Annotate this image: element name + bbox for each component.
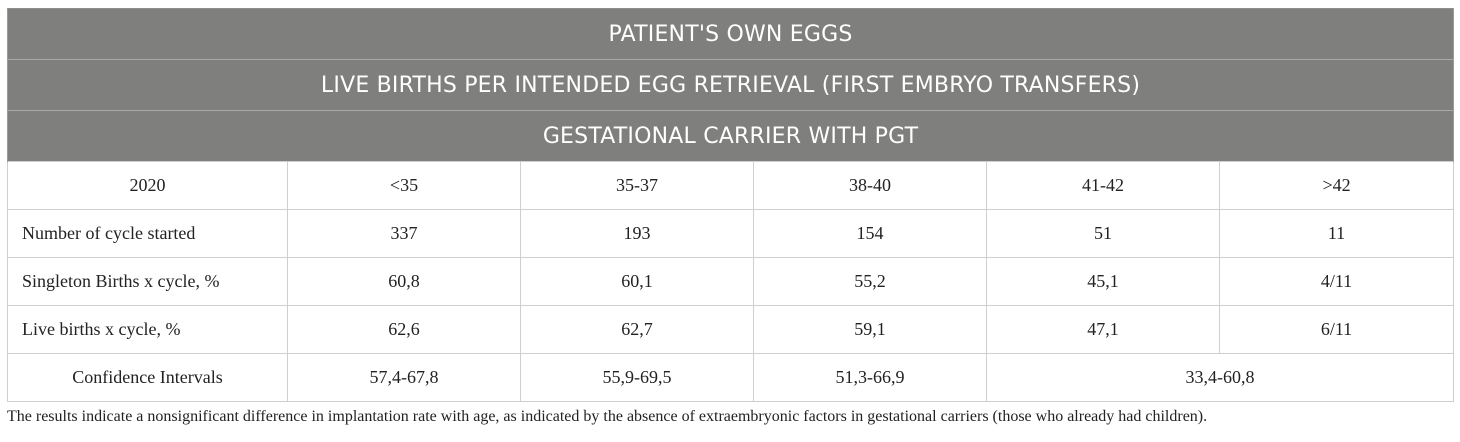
table-row: Singleton Births x cycle, % 60,8 60,1 55…: [7, 257, 1455, 306]
row-label: Singleton Births x cycle, %: [7, 257, 288, 306]
table-cell: 45,1: [986, 257, 1220, 306]
table-row: Number of cycle started 337 193 154 51 1…: [7, 209, 1455, 258]
table-cell: 11: [1218, 209, 1455, 258]
table-cell: 55,2: [753, 257, 987, 306]
title-gestational-carrier: GESTATIONAL CARRIER WITH PGT: [6, 110, 1455, 162]
table-footnote: The results indicate a nonsignificant di…: [7, 408, 1208, 425]
row-label: Confidence Intervals: [7, 353, 288, 402]
title-row-1: PATIENT'S OWN EGGS: [6, 8, 1455, 60]
row-label: Live births x cycle, %: [7, 305, 288, 354]
table-cell: 193: [520, 209, 754, 258]
live-births-table: PATIENT'S OWN EGGS LIVE BIRTHS PER INTEN…: [6, 8, 1455, 402]
table-cell: 51,3-66,9: [753, 353, 987, 402]
table-cell: 60,1: [520, 257, 754, 306]
table-cell: 33,4-60,8: [985, 353, 1455, 402]
table-cell: 62,6: [287, 305, 521, 354]
column-header-row: 2020 <35 35-37 38-40 41-42 >42: [7, 161, 1455, 210]
table-cell: 62,7: [520, 305, 754, 354]
column-header-age: >42: [1218, 161, 1455, 210]
title-live-births-per-retrieval: LIVE BIRTHS PER INTENDED EGG RETRIEVAL (…: [6, 59, 1455, 111]
table-cell: 154: [753, 209, 987, 258]
title-row-3: GESTATIONAL CARRIER WITH PGT: [6, 110, 1455, 162]
row-label: Number of cycle started: [7, 209, 288, 258]
table-cell: 51: [986, 209, 1220, 258]
title-row-2: LIVE BIRTHS PER INTENDED EGG RETRIEVAL (…: [6, 59, 1455, 111]
table-row: Live births x cycle, % 62,6 62,7 59,1 47…: [7, 305, 1455, 354]
confidence-intervals-row: Confidence Intervals 57,4-67,8 55,9-69,5…: [7, 353, 1455, 402]
column-header-year: 2020: [7, 161, 288, 210]
table-cell: 57,4-67,8: [287, 353, 521, 402]
table-cell: 55,9-69,5: [520, 353, 754, 402]
column-header-age: 41-42: [986, 161, 1220, 210]
table-cell: 60,8: [287, 257, 521, 306]
table-cell: 6/11: [1218, 305, 1455, 354]
column-header-age: <35: [287, 161, 521, 210]
title-patients-own-eggs: PATIENT'S OWN EGGS: [6, 8, 1455, 60]
column-header-age: 35-37: [520, 161, 754, 210]
table-cell: 47,1: [986, 305, 1220, 354]
table-cell: 4/11: [1218, 257, 1455, 306]
table-cell: 337: [287, 209, 521, 258]
results-table-container: PATIENT'S OWN EGGS LIVE BIRTHS PER INTEN…: [6, 8, 1455, 402]
table-cell: 59,1: [753, 305, 987, 354]
column-header-age: 38-40: [753, 161, 987, 210]
